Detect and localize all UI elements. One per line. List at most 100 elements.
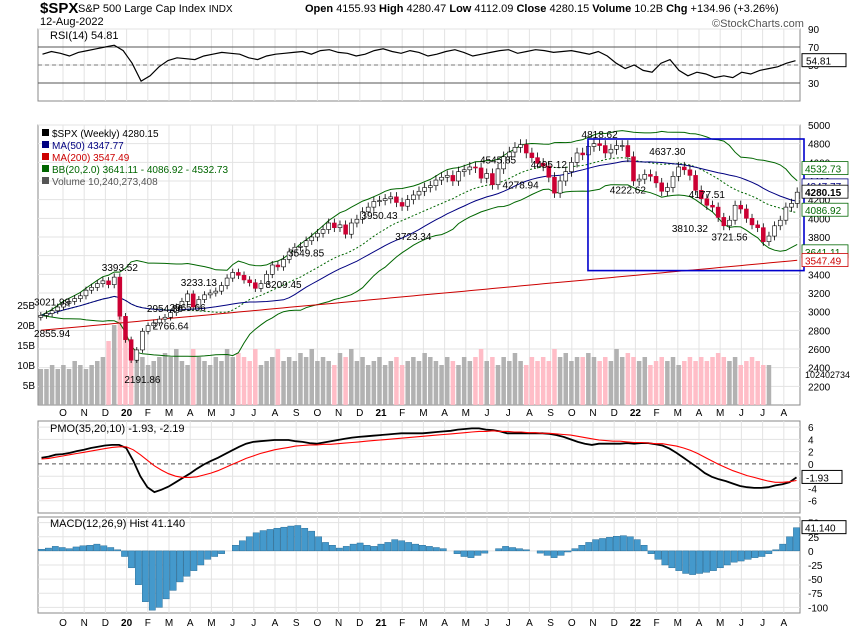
price-x-tick-label: S <box>293 408 300 419</box>
macd-hist-bar <box>356 542 364 552</box>
volume-bar <box>490 357 495 405</box>
macd-x-tick-label: M <box>165 618 173 629</box>
macd-hist-bar <box>259 530 267 552</box>
macd-x-tick-label: S <box>547 618 554 629</box>
volume-bar <box>78 365 83 405</box>
bb-middle-line <box>40 157 798 316</box>
candle-body <box>315 232 320 238</box>
candle-body <box>512 147 518 153</box>
candle-body <box>625 145 631 158</box>
macd-hist-bar <box>765 550 773 554</box>
macd-y-tick-label: -100 <box>808 603 828 614</box>
volume-bar <box>399 365 405 405</box>
macd-hist-bar <box>744 550 752 560</box>
macd-hist-bar <box>432 547 440 552</box>
candle-body <box>168 312 173 318</box>
macd-hist-bar <box>93 543 101 552</box>
volume-bar <box>258 365 264 405</box>
price-x-tick-label: A <box>441 408 448 419</box>
candle-body <box>732 204 738 221</box>
candle-body <box>303 240 309 247</box>
volume-bar <box>433 361 439 405</box>
macd-hist-bar <box>315 536 322 552</box>
macd-x-tick-label: 20 <box>121 618 133 629</box>
macd-x-tick-label: A <box>780 618 787 629</box>
macd-x-tick-label: D <box>611 618 618 629</box>
volume-bar <box>478 349 484 405</box>
price-x-tick-label: A <box>526 408 533 419</box>
macd-hist-bar <box>758 550 766 557</box>
candle-body <box>145 325 151 332</box>
candle-body <box>546 165 552 178</box>
candle-body <box>348 222 354 235</box>
candle-body <box>117 276 123 317</box>
candle-body <box>106 280 111 285</box>
price-x-tick-label: D <box>611 408 618 419</box>
volume-label: Volume <box>592 3 632 15</box>
candle-body <box>38 315 44 318</box>
macd-hist-bar <box>793 527 800 552</box>
candle-body <box>360 211 365 220</box>
close-value: 4280.15 <box>549 3 590 15</box>
macd-x-tick-label: O <box>59 618 67 629</box>
candle-body <box>44 313 49 316</box>
candle-body <box>94 283 100 288</box>
price-x-tick-label: J <box>251 408 256 419</box>
price-x-tick-label: O <box>314 408 322 419</box>
macd-hist-bar <box>654 550 662 560</box>
candle-body <box>111 276 117 285</box>
bb-lower-line <box>40 184 798 357</box>
exchange-tag: INDX <box>208 4 233 15</box>
candle-body <box>682 166 687 171</box>
macd-hist-bar <box>121 550 128 557</box>
macd-hist-bar <box>183 550 191 577</box>
macd-hist-bar <box>58 547 66 552</box>
volume-bar <box>151 361 156 405</box>
volume-bar <box>44 369 49 405</box>
rsi-y-tick-label: 90 <box>808 25 820 36</box>
macd-hist-bar <box>107 547 115 552</box>
macd-x-tick-label: J <box>251 618 256 629</box>
candle-body <box>484 173 490 179</box>
macd-hist-bar <box>86 545 94 552</box>
volume-bar <box>715 353 721 405</box>
macd-x-tick-label: M <box>419 618 427 629</box>
price-annotation: 4278.94 <box>503 180 540 191</box>
price-annotation: 3723.34 <box>395 232 432 243</box>
pmo-y-tick-label: 0 <box>808 460 814 471</box>
high-label: High <box>379 3 404 15</box>
candle-body <box>648 174 653 177</box>
macd-hist-bar <box>426 546 433 552</box>
brand-label: ©StockCharts.com <box>712 18 804 30</box>
macd-hist-bar <box>329 545 336 552</box>
macd-hist-bar <box>322 542 329 552</box>
candle-body <box>721 217 727 227</box>
volume-bar <box>371 361 377 405</box>
macd-hist-bar <box>391 539 399 552</box>
volume-bar <box>614 349 619 405</box>
macd-hist-bar <box>730 550 738 563</box>
macd-hist-bar <box>564 550 572 553</box>
macd-hist-bar <box>481 550 489 554</box>
volume-bar <box>95 361 100 405</box>
macd-hist-bar <box>232 545 239 552</box>
volume-bar <box>145 365 151 405</box>
price-y-tick-label: 3000 <box>808 308 831 319</box>
candle-body <box>456 171 461 182</box>
macd-hist-bar <box>45 547 52 552</box>
price-x-tick-label: O <box>568 408 576 419</box>
index-name: S&P 500 Large Cap Index INDX <box>78 3 233 15</box>
macd-x-tick-label: 21 <box>375 618 387 629</box>
price-annotation: 3810.32 <box>672 224 709 235</box>
candle-body <box>574 152 580 163</box>
candle-body <box>332 222 337 228</box>
volume-value: 10.2B <box>634 3 664 15</box>
macd-x-tick-label: N <box>81 618 88 629</box>
macd-x-tick-label: N <box>589 618 596 629</box>
price-annotation: 3393.52 <box>102 263 139 274</box>
candle-body <box>309 236 315 242</box>
candle-body <box>134 349 140 361</box>
pmo-y-tick-label: -4 <box>808 484 817 495</box>
volume-bar <box>66 369 72 405</box>
